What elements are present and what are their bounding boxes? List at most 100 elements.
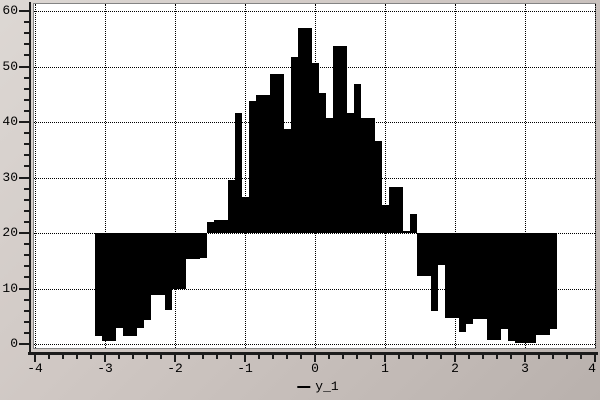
histogram-bar	[234, 112, 242, 233]
histogram-bar	[213, 220, 221, 233]
x-axis-minor-tick	[538, 354, 540, 359]
histogram-bar	[549, 233, 557, 329]
histogram-bar	[318, 93, 326, 233]
x-axis-minor-tick	[328, 354, 330, 359]
histogram-bar	[402, 230, 410, 233]
x-axis-major-tick	[524, 354, 526, 362]
plot-canvas[interactable]	[33, 3, 596, 349]
histogram-bar	[514, 233, 522, 343]
x-axis-minor-tick	[160, 354, 162, 359]
y-axis-minor-tick	[24, 320, 29, 323]
histogram-bar	[262, 94, 270, 233]
x-axis-tick-label: -1	[237, 361, 253, 376]
x-axis-minor-tick	[356, 354, 358, 359]
x-axis-minor-tick	[370, 354, 372, 359]
histogram-bar	[206, 221, 214, 233]
histogram-bar	[472, 233, 480, 320]
histogram-bar	[416, 233, 424, 276]
histogram-bar	[178, 233, 186, 290]
histogram-bar	[255, 94, 263, 233]
x-axis-major-tick	[174, 354, 176, 362]
histogram-bar	[367, 117, 375, 233]
x-axis-labels: -4 -3 -2 -1 0 1 2 3 4	[0, 362, 600, 377]
x-axis-ticks	[0, 354, 600, 363]
x-axis-minor-tick	[580, 354, 582, 359]
histogram-bar	[283, 128, 291, 233]
y-axis-minor-tick	[24, 298, 29, 301]
x-axis-minor-tick	[566, 354, 568, 359]
x-axis-minor-tick	[202, 354, 204, 359]
histogram-bar	[493, 233, 501, 341]
histogram-bar	[290, 56, 298, 233]
y-axis-tick-label: 20	[2, 225, 18, 240]
histogram-bar	[325, 117, 333, 233]
y-axis-major-tick	[19, 176, 29, 179]
y-axis-minor-tick	[24, 76, 29, 79]
x-axis-tick-label: 4	[588, 361, 596, 376]
x-axis-line	[28, 352, 598, 355]
histogram-bar	[136, 233, 144, 328]
grid-line-vertical	[105, 4, 106, 348]
histogram-bar	[542, 233, 550, 336]
histogram-bar	[199, 233, 207, 258]
x-axis-tick-label: 1	[381, 361, 389, 376]
x-axis-major-tick	[34, 354, 36, 362]
x-axis-minor-tick	[412, 354, 414, 359]
x-axis-minor-tick	[510, 354, 512, 359]
x-axis-major-tick	[454, 354, 456, 362]
histogram-bar	[339, 45, 347, 233]
y-axis-minor-tick	[24, 98, 29, 101]
x-axis-minor-tick	[258, 354, 260, 359]
x-axis-minor-tick	[230, 354, 232, 359]
x-axis-minor-tick	[286, 354, 288, 359]
y-axis-minor-tick	[24, 309, 29, 312]
x-axis-minor-tick	[552, 354, 554, 359]
x-axis-minor-tick	[118, 354, 120, 359]
x-axis-minor-tick	[62, 354, 64, 359]
y-axis-tick-label: 40	[2, 114, 18, 129]
y-axis-major-tick	[19, 343, 29, 345]
histogram-bar	[360, 117, 368, 233]
y-axis-minor-tick	[24, 43, 29, 46]
legend-label: y_1	[315, 379, 339, 394]
x-axis-minor-tick	[426, 354, 428, 359]
x-axis-minor-tick	[468, 354, 470, 359]
y-axis-minor-tick	[24, 109, 29, 112]
y-axis-minor-tick	[24, 165, 29, 168]
x-axis-minor-tick	[188, 354, 190, 359]
histogram-bar	[521, 233, 529, 343]
y-axis-minor-tick	[24, 265, 29, 268]
x-axis-minor-tick	[132, 354, 134, 359]
x-axis-minor-tick	[216, 354, 218, 359]
x-axis-tick-label: 3	[521, 361, 529, 376]
grid-line-horizontal	[34, 233, 595, 234]
histogram-bar	[430, 233, 438, 312]
x-axis-major-tick	[594, 354, 596, 362]
y-axis-line	[29, 2, 31, 354]
histogram-bar	[227, 180, 235, 233]
grid-line-horizontal	[34, 344, 595, 345]
legend-line-icon	[297, 385, 311, 388]
grid-line-vertical	[525, 4, 526, 348]
histogram-bar	[269, 74, 277, 233]
histogram-bar	[528, 233, 536, 343]
x-axis-tick-label: -4	[27, 361, 43, 376]
y-axis-minor-tick	[24, 87, 29, 90]
histogram-bar	[115, 233, 123, 328]
y-axis-minor-tick	[24, 143, 29, 146]
histogram-bar	[241, 197, 249, 233]
histogram-bar	[444, 233, 452, 318]
grid-line-vertical	[385, 4, 386, 348]
histogram-bar	[150, 233, 158, 296]
x-axis-tick-label: -2	[167, 361, 183, 376]
histogram-bar	[185, 233, 193, 260]
y-axis-tick-label: 30	[2, 169, 18, 185]
y-axis-minor-tick	[24, 220, 29, 223]
y-axis-minor-tick	[24, 276, 29, 279]
histogram-bar	[248, 100, 256, 233]
y-axis-major-tick	[19, 287, 29, 290]
grid-line-vertical	[175, 4, 176, 348]
y-axis-minor-tick	[24, 198, 29, 201]
histogram-bar	[220, 220, 228, 233]
y-axis-major-tick	[19, 232, 29, 234]
